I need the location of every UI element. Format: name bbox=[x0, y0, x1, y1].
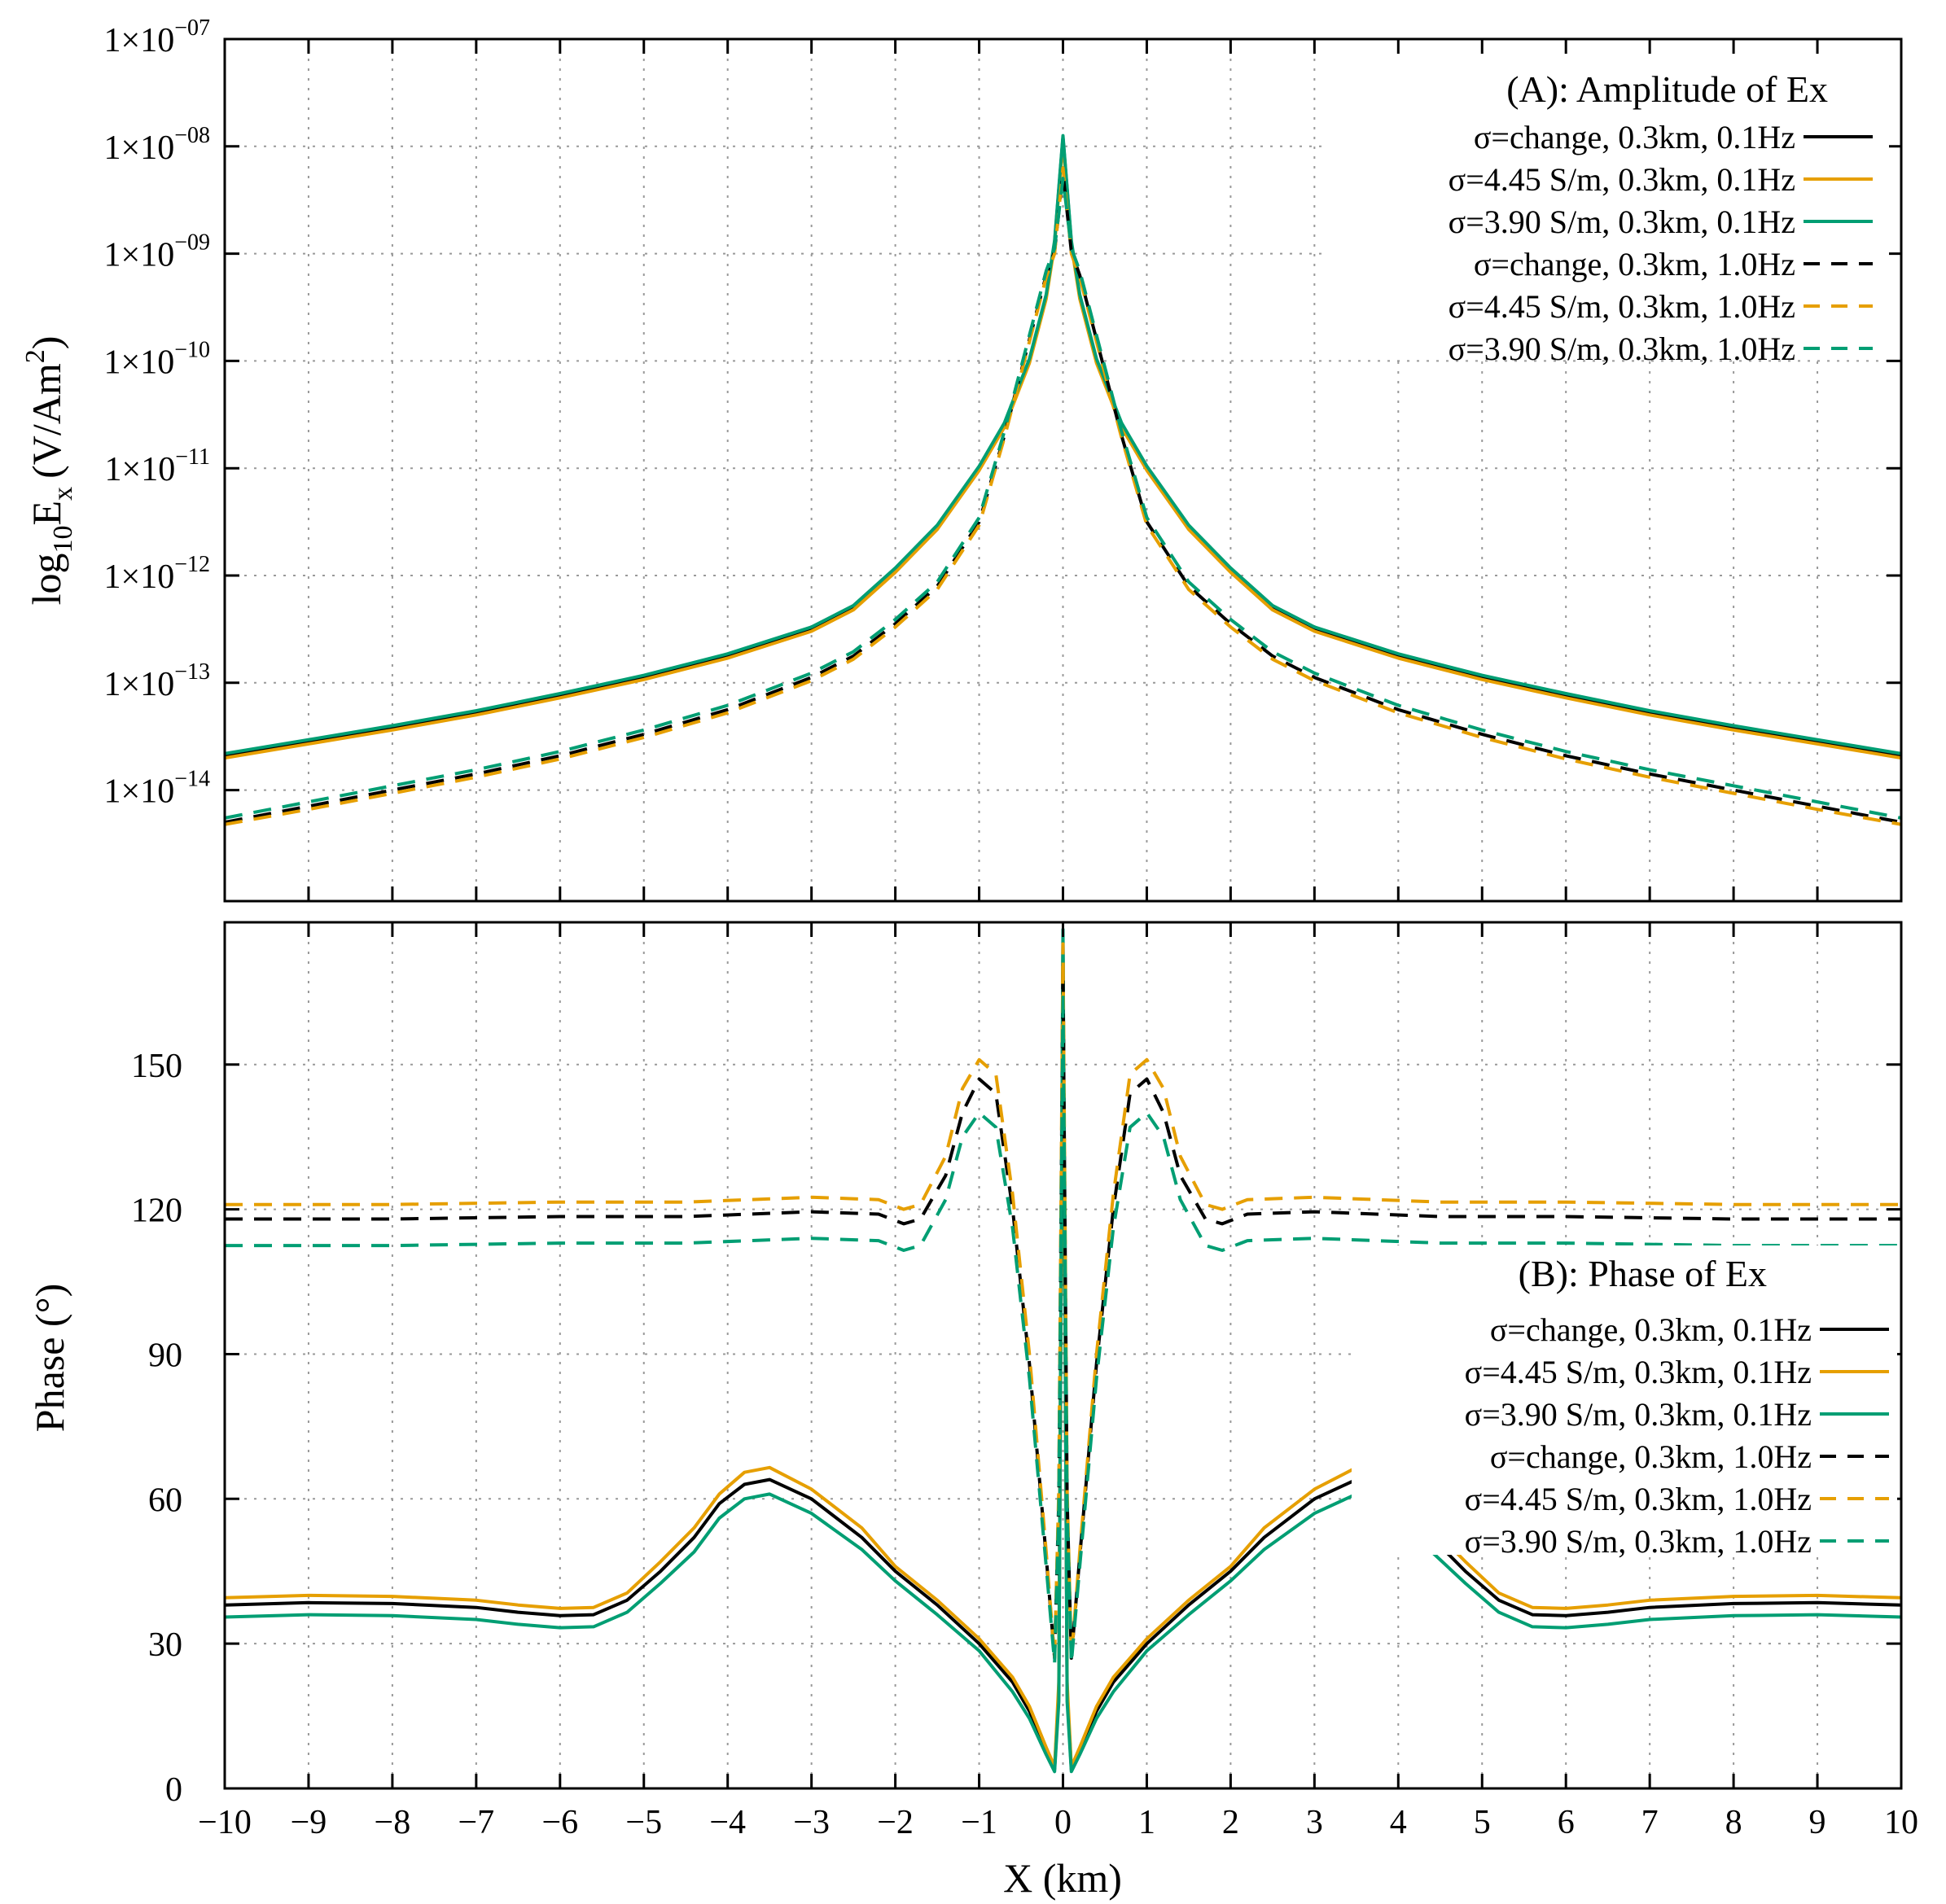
phase-x-tick-label: −2 bbox=[877, 1804, 914, 1841]
amplitude-y-tick-label: 1×10−12 bbox=[104, 552, 210, 596]
phase-x-tick-label: 8 bbox=[1725, 1804, 1742, 1841]
amplitude-y-ticks: 1×10−07 1×10−08 1×10−09 1×10−10 1×10−11 1×10−… bbox=[104, 15, 1903, 901]
phase-x-tick-label: 2 bbox=[1222, 1804, 1239, 1841]
amplitude-legend-label: σ=4.45 S/m, 0.3km, 0.1Hz bbox=[1449, 161, 1795, 198]
amplitude-series-sigma-change-0-3km-1-0hz bbox=[225, 171, 1901, 825]
phase-x-tick-label: 5 bbox=[1474, 1804, 1491, 1841]
phase-x-tick-label: 3 bbox=[1306, 1804, 1323, 1841]
phase-y-tick-label: 0 bbox=[165, 1771, 182, 1809]
amplitude-panel: 1×10−07 1×10−08 1×10−09 1×10−10 1×10−11 1×10−… bbox=[20, 15, 1903, 903]
phase-legend-title: (B): Phase of Ex bbox=[1519, 1253, 1767, 1294]
phase-legend-label: σ=change, 0.3km, 1.0Hz bbox=[1490, 1438, 1812, 1475]
phase-x-tick-label: −9 bbox=[291, 1804, 327, 1841]
amplitude-series-sigma-3-90-s-m-0-3km-1-0hz bbox=[225, 177, 1901, 820]
amplitude-legend-label: σ=4.45 S/m, 0.3km, 1.0Hz bbox=[1449, 288, 1795, 325]
phase-y-ticks: 0 30 60 90 120 150 bbox=[131, 1048, 1901, 1809]
phase-y-tick-label: 120 bbox=[131, 1193, 182, 1230]
amplitude-y-tick-label: 1×10−11 bbox=[105, 444, 210, 488]
phase-x-tick-label: −1 bbox=[961, 1804, 997, 1841]
phase-x-tick-label: −5 bbox=[625, 1804, 662, 1841]
phase-x-tick-label: −4 bbox=[709, 1804, 746, 1841]
phase-legend-label: σ=4.45 S/m, 0.3km, 1.0Hz bbox=[1465, 1481, 1812, 1517]
phase-x-tick-label: −6 bbox=[541, 1804, 578, 1841]
amplitude-legend: (A): Amplitude of Ex σ=change, 0.3km, 0.… bbox=[1327, 57, 1889, 367]
amplitude-plot-frame bbox=[223, 37, 1903, 903]
amplitude-y-tick-label: 1×10−07 bbox=[104, 15, 210, 59]
amplitude-legend-label: σ=change, 0.3km, 1.0Hz bbox=[1474, 246, 1795, 282]
amplitude-legend-label: σ=3.90 S/m, 0.3km, 0.1Hz bbox=[1449, 204, 1795, 240]
phase-y-axis-label: Phase (°) bbox=[27, 1284, 72, 1432]
amplitude-y-tick-label: 1×10−09 bbox=[104, 230, 210, 274]
phase-legend-label: σ=change, 0.3km, 0.1Hz bbox=[1490, 1311, 1812, 1348]
phase-legend-label: σ=4.45 S/m, 0.3km, 0.1Hz bbox=[1465, 1354, 1812, 1390]
phase-y-tick-label: 60 bbox=[148, 1482, 182, 1519]
phase-legend-entries: σ=change, 0.3km, 0.1Hz σ=4.45 S/m, 0.3km,… bbox=[1465, 1311, 1889, 1560]
phase-legend-label: σ=3.90 S/m, 0.3km, 0.1Hz bbox=[1465, 1396, 1812, 1433]
phase-series-sigma-4-45-s-m-0-3km-1-0hz bbox=[225, 942, 1901, 1660]
phase-legend-box bbox=[1352, 1245, 1897, 1555]
amplitude-series-sigma-3-90-s-m-0-3km-0-1hz bbox=[225, 133, 1901, 755]
phase-x-tick-label: 1 bbox=[1138, 1804, 1155, 1841]
phase-plot-frame bbox=[223, 921, 1903, 1790]
phase-x-ticks: −10 −9 −8 −7 −6 −5 −4 −3 −2 −1 0 1 2 3 4 5 6 7 8 9 10 bbox=[198, 922, 1918, 1841]
amplitude-legend-label: σ=3.90 S/m, 0.3km, 1.0Hz bbox=[1449, 330, 1795, 367]
phase-y-tick-label: 90 bbox=[148, 1337, 182, 1374]
amplitude-y-axis-label: log10Ex(V/Am2) bbox=[20, 336, 78, 606]
phase-y-tick-label: 30 bbox=[148, 1626, 182, 1664]
phase-series-sigma-change-0-3km-1-0hz bbox=[225, 966, 1901, 1660]
phase-x-tick-label: 4 bbox=[1390, 1804, 1407, 1841]
phase-legend: (B): Phase of Ex σ=change, 0.3km, 0.1Hzσ… bbox=[1352, 1245, 1897, 1560]
phase-x-axis-label: X (km) bbox=[1003, 1855, 1122, 1901]
phase-x-tick-label: −3 bbox=[793, 1804, 830, 1841]
phase-legend-label: σ=3.90 S/m, 0.3km, 1.0Hz bbox=[1465, 1523, 1812, 1560]
amplitude-y-tick-label: 1×10−14 bbox=[104, 767, 210, 811]
amplitude-legend-box bbox=[1327, 57, 1889, 358]
amplitude-legend-label: σ=change, 0.3km, 0.1Hz bbox=[1474, 119, 1795, 155]
amplitude-legend-title: (A): Amplitude of Ex bbox=[1506, 68, 1828, 110]
phase-x-tick-label: 9 bbox=[1809, 1804, 1826, 1841]
phase-x-tick-label: 6 bbox=[1558, 1804, 1575, 1841]
phase-x-tick-label: −8 bbox=[375, 1804, 411, 1841]
amplitude-curves bbox=[225, 133, 1901, 826]
amplitude-grid bbox=[225, 39, 1901, 901]
phase-x-tick-label: 0 bbox=[1054, 1804, 1072, 1841]
amplitude-y-tick-label: 1×10−13 bbox=[104, 659, 210, 703]
phase-x-tick-label: 7 bbox=[1641, 1804, 1659, 1841]
amplitude-y-tick-label: 1×10−08 bbox=[104, 123, 210, 167]
phase-x-tick-label: 10 bbox=[1884, 1804, 1918, 1841]
amplitude-series-sigma-4-45-s-m-0-3km-1-0hz bbox=[225, 166, 1901, 826]
amplitude-legend-entries: σ=change, 0.3km, 0.1Hz σ=4.45 S/m, 0.3km,… bbox=[1449, 119, 1873, 367]
phase-x-tick-label: −10 bbox=[198, 1804, 252, 1841]
phase-x-tick-label: −7 bbox=[458, 1804, 495, 1841]
phase-y-tick-label: 150 bbox=[131, 1048, 182, 1085]
amplitude-y-tick-label: 1×10−10 bbox=[104, 337, 210, 381]
